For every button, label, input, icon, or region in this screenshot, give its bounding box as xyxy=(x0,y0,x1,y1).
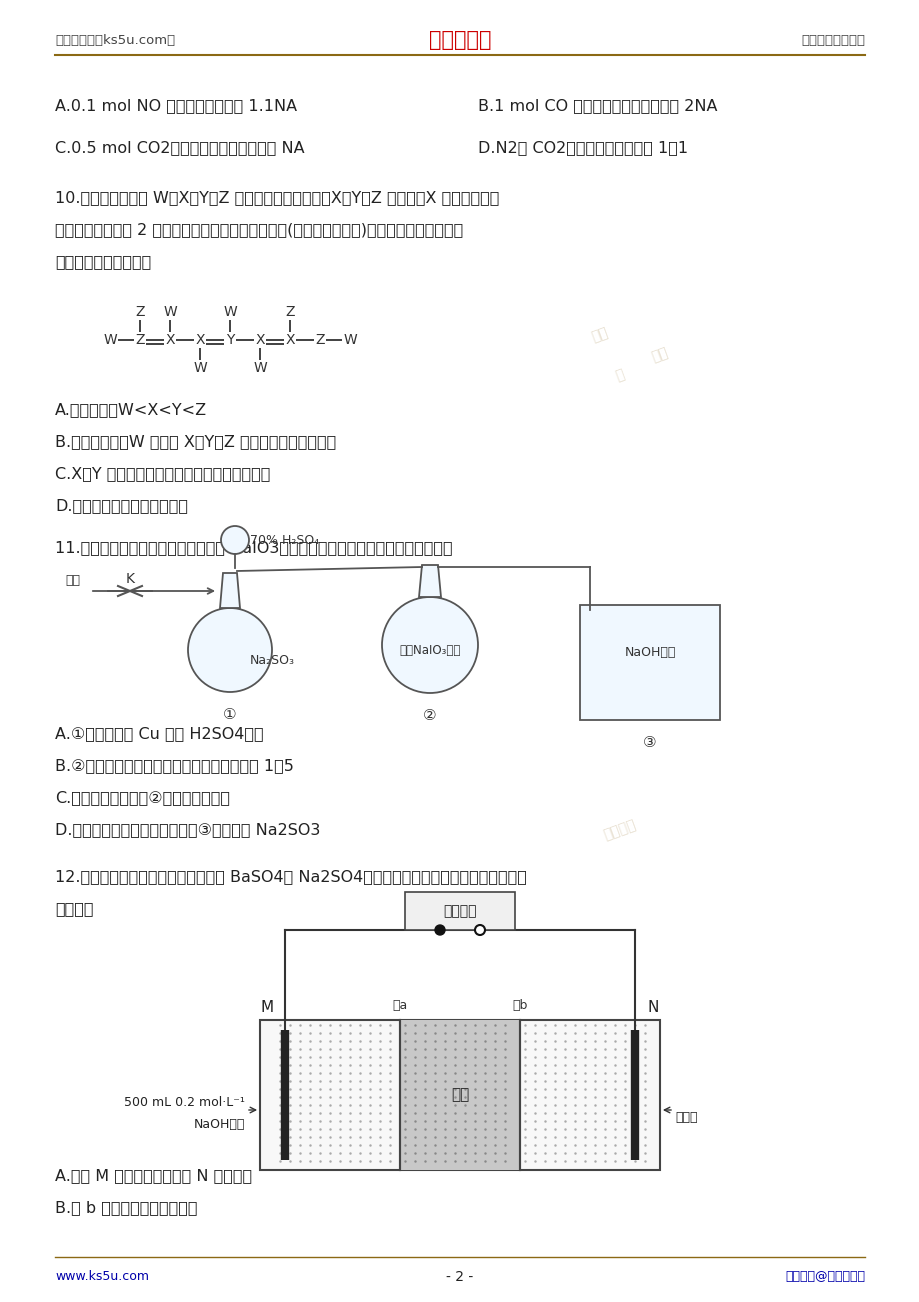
Text: 膜a: 膜a xyxy=(391,999,407,1012)
Text: 富含NaIO₃废液: 富含NaIO₃废液 xyxy=(399,643,460,656)
Text: W: W xyxy=(193,361,207,375)
Text: X: X xyxy=(195,333,205,348)
Text: 70% H₂SO₄: 70% H₂SO₄ xyxy=(250,534,319,547)
Text: 数是内层电子数的 2 倍；四种元素形成的一种化合物(结构式如图所示)可用于合成离子交换树: 数是内层电子数的 2 倍；四种元素形成的一种化合物(结构式如图所示)可用于合成离… xyxy=(55,223,463,237)
Text: X: X xyxy=(255,333,265,348)
Text: 空气: 空气 xyxy=(65,574,80,587)
Text: A.0.1 mol NO 中含有的电子数为 1.1NA: A.0.1 mol NO 中含有的电子数为 1.1NA xyxy=(55,98,297,113)
Text: X: X xyxy=(285,333,294,348)
Text: W: W xyxy=(343,333,357,348)
Text: ①: ① xyxy=(223,707,236,723)
Text: 直流电源: 直流电源 xyxy=(443,904,476,918)
Circle shape xyxy=(474,924,484,935)
Text: Z: Z xyxy=(135,333,144,348)
Text: 版权所有@高考资源网: 版权所有@高考资源网 xyxy=(784,1271,864,1284)
Text: W: W xyxy=(163,305,176,319)
Text: Na₂SO₃: Na₂SO₃ xyxy=(250,654,295,667)
FancyBboxPatch shape xyxy=(400,1019,519,1170)
Text: 500 mL 0.2 mol·L⁻¹: 500 mL 0.2 mol·L⁻¹ xyxy=(124,1096,244,1109)
Text: B.1 mol CO 参加反应转移的电子数为 2NA: B.1 mol CO 参加反应转移的电子数为 2NA xyxy=(478,98,717,113)
Text: Z: Z xyxy=(285,305,294,319)
Polygon shape xyxy=(418,565,440,598)
Circle shape xyxy=(187,608,272,691)
Text: 高考: 高考 xyxy=(589,630,609,650)
Text: K: K xyxy=(125,572,134,586)
Text: 网: 网 xyxy=(613,367,626,383)
Text: ②: ② xyxy=(423,708,437,723)
Text: 10.短周期主族元素 W、X、Y、Z 的原子序数依次增大；X、Y、Z 同周期，X 的最外层电子: 10.短周期主族元素 W、X、Y、Z 的原子序数依次增大；X、Y、Z 同周期，X… xyxy=(55,190,499,204)
Text: Z: Z xyxy=(135,305,144,319)
Text: 浆液: 浆液 xyxy=(450,1087,469,1103)
FancyBboxPatch shape xyxy=(260,1019,659,1170)
Text: W: W xyxy=(253,361,267,375)
Text: 错误的是: 错误的是 xyxy=(55,901,94,917)
Text: C.X、Y 的最高价氧化物对应的水化物均为强酸: C.X、Y 的最高价氧化物对应的水化物均为强酸 xyxy=(55,466,270,480)
Text: W: W xyxy=(103,333,117,348)
Text: 高考资源网（ks5u.com）: 高考资源网（ks5u.com） xyxy=(55,34,175,47)
Text: ③: ③ xyxy=(642,736,656,750)
Text: 脂。下列说法正确的是: 脂。下列说法正确的是 xyxy=(55,254,152,270)
Text: B.常温常压下，W 分别与 X、Y、Z 形成的化合物均为气体: B.常温常压下，W 分别与 X、Y、Z 形成的化合物均为气体 xyxy=(55,434,336,449)
Text: 资源: 资源 xyxy=(649,651,670,669)
Text: D.四种元素均属于非金属元素: D.四种元素均属于非金属元素 xyxy=(55,497,188,513)
Text: 资源: 资源 xyxy=(649,345,670,365)
Circle shape xyxy=(435,924,445,935)
Text: 膜b: 膜b xyxy=(512,999,528,1012)
Text: C.0.5 mol CO2中含有的共用电子对数为 NA: C.0.5 mol CO2中含有的共用电子对数为 NA xyxy=(55,141,304,155)
Text: D.实验后通入空气的目的是氧化③中生成的 Na2SO3: D.实验后通入空气的目的是氧化③中生成的 Na2SO3 xyxy=(55,822,320,837)
Text: 12.实验小组设计如图所示装置分离含 BaSO4和 Na2SO4的浆液，并联合制备酸和碱。下列说法: 12.实验小组设计如图所示装置分离含 BaSO4和 Na2SO4的浆液，并联合制… xyxy=(55,868,527,884)
Text: N: N xyxy=(647,1000,658,1016)
Text: C.可用淀粉溶液检验②中有碘单质生成: C.可用淀粉溶液检验②中有碘单质生成 xyxy=(55,790,230,805)
Text: 11.实验小组利用如图所示装置从富含 NaIO3的废液中提取碘单质。下列说法正确的是: 11.实验小组利用如图所示装置从富含 NaIO3的废液中提取碘单质。下列说法正确… xyxy=(55,540,452,555)
Text: A.电极 M 上的电势低于电极 N 上的电势: A.电极 M 上的电势低于电极 N 上的电势 xyxy=(55,1168,252,1184)
Text: 高考资源: 高考资源 xyxy=(601,818,638,842)
Text: A.原子半径：W<X<Y<Z: A.原子半径：W<X<Y<Z xyxy=(55,402,207,417)
FancyBboxPatch shape xyxy=(404,892,515,930)
Text: NaOH溶液: NaOH溶液 xyxy=(624,646,675,659)
Circle shape xyxy=(381,598,478,693)
Text: 高考资源网: 高考资源网 xyxy=(428,30,491,49)
Polygon shape xyxy=(220,573,240,608)
Text: B.②中反应氧化剂与还原剂的物质的量之比为 1：5: B.②中反应氧化剂与还原剂的物质的量之比为 1：5 xyxy=(55,758,294,773)
Text: 您身边的高考专家: 您身边的高考专家 xyxy=(800,34,864,47)
Text: M: M xyxy=(260,1000,273,1016)
Text: Z: Z xyxy=(315,333,324,348)
Circle shape xyxy=(221,526,249,553)
Text: D.N2与 CO2的化学计量数之比为 1：1: D.N2与 CO2的化学计量数之比为 1：1 xyxy=(478,141,687,155)
Text: - 2 -: - 2 - xyxy=(446,1269,473,1284)
Text: X: X xyxy=(165,333,175,348)
Text: www.ks5u.com: www.ks5u.com xyxy=(55,1271,149,1284)
FancyBboxPatch shape xyxy=(579,605,720,720)
Text: 高考: 高考 xyxy=(589,326,609,345)
Text: Y: Y xyxy=(225,333,234,348)
Text: A.①中试剂可用 Cu 和浓 H2SO4代替: A.①中试剂可用 Cu 和浓 H2SO4代替 xyxy=(55,727,264,741)
Text: NaOH溶液: NaOH溶液 xyxy=(193,1118,244,1131)
Text: B.膜 b 适合选择阴离子交换膜: B.膜 b 适合选择阴离子交换膜 xyxy=(55,1200,198,1215)
Text: 稀硫酸: 稀硫酸 xyxy=(675,1111,697,1124)
Text: W: W xyxy=(223,305,236,319)
